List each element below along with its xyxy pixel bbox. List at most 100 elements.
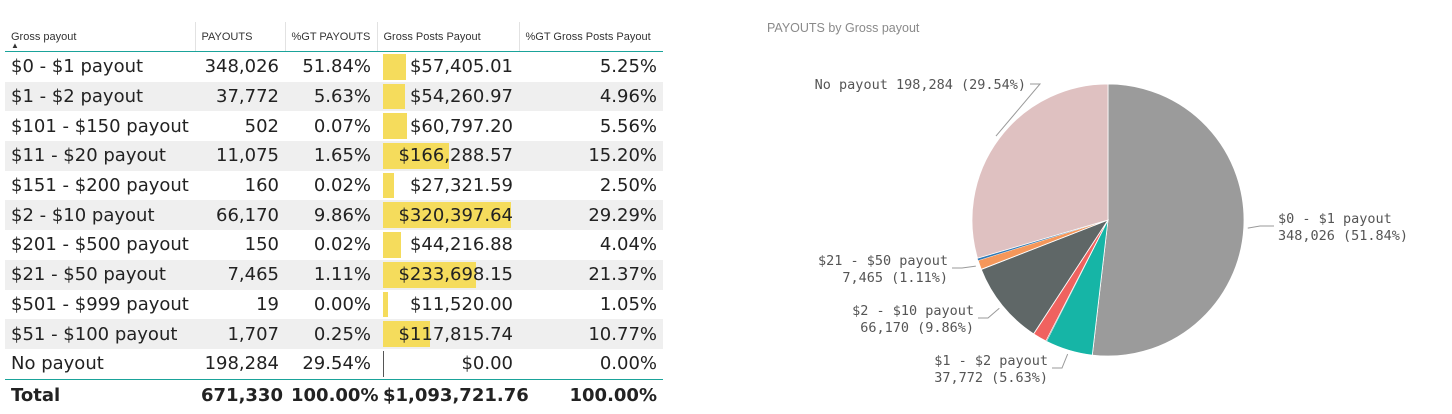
slice-value-label: 37,772 (5.63%)	[934, 370, 1048, 386]
row-pct-payouts: 0.25%	[285, 319, 377, 349]
sort-ascending-icon[interactable]: ▲	[11, 41, 19, 50]
pie-slice[interactable]	[1091, 83, 1245, 357]
row-pct-gross: 0.00%	[599, 353, 657, 375]
row-pct-payouts: 1.11%	[285, 259, 377, 290]
pie-slice[interactable]	[971, 83, 1109, 259]
row-gross: $60,797.20	[377, 111, 519, 141]
leader-line	[978, 307, 1000, 319]
row-gross-value: $54,260.97	[409, 86, 513, 108]
row-gross-value: $233,698.15	[398, 264, 513, 286]
row-payouts: 1,707	[195, 319, 285, 349]
column-header-gross-posts-payout[interactable]: Gross Posts Payout	[376, 22, 519, 52]
slice-label: $21 - $50 payout	[818, 253, 948, 269]
row-gross: $233,698.15	[377, 259, 519, 290]
column-header-pct-payouts[interactable]: %GT PAYOUTS	[284, 22, 377, 52]
total-label: Total	[5, 378, 195, 411]
row-payouts: 66,170	[195, 200, 285, 231]
table-row[interactable]: $1 - $2 payout 37,772 5.63% $54,260.97 4.96%	[5, 81, 663, 112]
total-pct-gross: 100.00%	[519, 378, 663, 411]
row-pct-payouts: 0.00%	[313, 293, 371, 315]
total-payouts: 671,330	[195, 378, 285, 411]
row-pct-payouts: 29.54%	[302, 353, 371, 375]
row-payouts: 150	[244, 234, 279, 256]
row-gross: $54,260.97	[377, 81, 519, 112]
table-row[interactable]: $0 - $1 payout 348,026 51.84% $57,405.01 5.2…	[5, 52, 663, 82]
row-gross: $11,520.00	[377, 290, 519, 320]
slice-label: $0 - $1 payout	[1278, 211, 1392, 227]
row-pct-payouts: 5.63%	[285, 81, 377, 112]
pie-slice[interactable]	[978, 220, 1108, 261]
pie-slice[interactable]	[977, 220, 1108, 261]
table-header-row: Gross payout ▲ PAYOUTS %GT PAYOUTS Gross…	[5, 22, 663, 52]
table-row[interactable]: $2 - $10 payout 66,170 9.86% $320,397.64 29.…	[5, 200, 663, 231]
pie-slice[interactable]	[980, 219, 1110, 335]
row-payouts: 7,465	[195, 259, 285, 290]
row-label: No payout	[11, 353, 104, 375]
row-pct-gross: 10.77%	[519, 319, 663, 349]
data-bar	[383, 291, 388, 318]
row-pct-gross: 2.50%	[599, 175, 657, 197]
table-row[interactable]: $51 - $100 payout 1,707 0.25% $117,815.74 10…	[5, 319, 663, 349]
column-header-label: Gross payout	[11, 30, 77, 43]
row-label: $51 - $100 payout	[5, 319, 195, 349]
chart-title: PAYOUTS by Gross payout	[767, 21, 920, 35]
slice-value-label: 7,465 (1.11%)	[842, 270, 948, 286]
row-gross-value: $117,815.74	[398, 323, 513, 345]
column-header-payouts[interactable]: PAYOUTS	[194, 22, 285, 52]
data-bar	[383, 321, 431, 347]
row-pct-payouts: 9.86%	[285, 200, 377, 231]
table-row[interactable]: $21 - $50 payout 7,465 1.11% $233,698.15 21.…	[5, 259, 663, 290]
total-row: Total 671,330 100.00% $1,093,721.76 100.…	[5, 378, 663, 411]
row-label: $501 - $999 payout	[11, 293, 189, 315]
row-label: $11 - $20 payout	[5, 141, 195, 171]
pie-slice[interactable]	[977, 219, 1109, 270]
column-header-pct-gross-posts-payout[interactable]: %GT Gross Posts Payout	[518, 22, 663, 52]
data-bar	[383, 83, 405, 110]
row-gross-value: $44,216.88	[409, 234, 513, 256]
row-payouts: 160	[244, 175, 279, 197]
table-row[interactable]: $101 - $150 payout 502 0.07% $60,797.20 5.56…	[5, 111, 663, 141]
table-row[interactable]: $201 - $500 payout 150 0.02% $44,216.88 4.04…	[5, 230, 663, 260]
table-row[interactable]: $11 - $20 payout 11,075 1.65% $166,288.57 15…	[5, 141, 663, 171]
slice-label: $2 - $10 payout	[852, 303, 974, 319]
row-label: $1 - $2 payout	[5, 81, 195, 112]
table-row[interactable]: No payout 198,284 29.54% $0.00 0.00%	[5, 349, 663, 379]
row-pct-gross: 15.20%	[519, 141, 663, 171]
pie-slice[interactable]	[1045, 219, 1109, 356]
data-bar	[383, 143, 450, 169]
row-payouts: 11,075	[195, 141, 285, 171]
row-label: $21 - $50 payout	[5, 259, 195, 290]
slice-value-label: 348,026 (51.84%)	[1278, 228, 1408, 244]
data-bar	[383, 350, 384, 377]
row-pct-gross: 21.37%	[519, 259, 663, 290]
leader-line	[952, 265, 976, 269]
row-pct-gross: 5.25%	[599, 56, 657, 78]
row-gross: $117,815.74	[377, 319, 519, 349]
row-gross-value: $11,520.00	[409, 293, 513, 315]
row-payouts: 198,284	[204, 353, 279, 375]
row-gross-value: $27,321.59	[409, 175, 513, 197]
column-header-gross-payout[interactable]: Gross payout ▲	[5, 22, 195, 52]
row-gross: $320,397.64	[377, 200, 519, 231]
row-gross: $166,288.57	[377, 141, 519, 171]
data-bar	[383, 261, 477, 288]
row-pct-gross: 29.29%	[519, 200, 663, 231]
leader-line	[1052, 353, 1069, 369]
payout-table: Gross payout ▲ PAYOUTS %GT PAYOUTS Gross…	[5, 22, 663, 411]
row-pct-gross: 4.96%	[519, 81, 663, 112]
row-gross-value: $320,397.64	[398, 204, 513, 226]
data-bar	[383, 113, 408, 140]
slice-value-label: 66,170 (9.86%)	[860, 320, 974, 336]
leader-line	[995, 83, 1042, 137]
row-pct-payouts: 0.02%	[313, 175, 371, 197]
table-row[interactable]: $151 - $200 payout 160 0.02% $27,321.59 2.50…	[5, 171, 663, 201]
row-pct-payouts: 0.02%	[313, 234, 371, 256]
row-label: $101 - $150 payout	[11, 115, 189, 137]
table-row[interactable]: $501 - $999 payout 19 0.00% $11,520.00 1.05%	[5, 290, 663, 320]
row-gross: $27,321.59	[377, 171, 519, 201]
row-pct-payouts: 51.84%	[302, 56, 371, 78]
row-label: $151 - $200 payout	[11, 175, 189, 197]
total-pct-payouts: 100.00%	[285, 378, 379, 411]
row-payouts: 348,026	[204, 56, 279, 78]
row-pct-payouts: 1.65%	[285, 141, 377, 171]
